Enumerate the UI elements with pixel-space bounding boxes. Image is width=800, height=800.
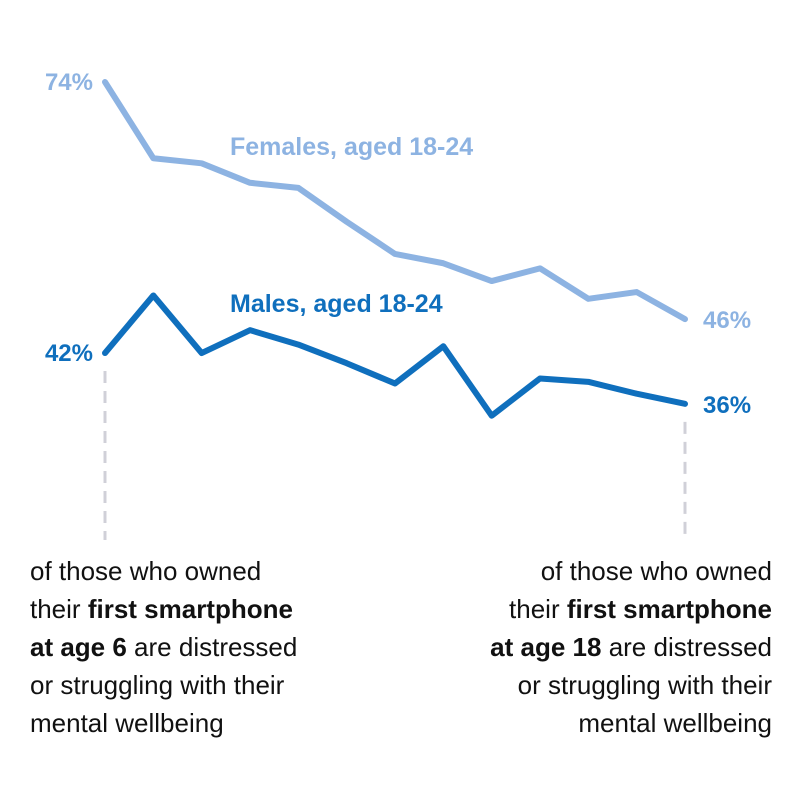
note-line: mental wellbeing [30,704,370,742]
note-text: or struggling with their [517,670,772,700]
note-emphasis: first smartphone [566,594,772,624]
note-line: or struggling with their [30,666,370,704]
note-line: at age 18 are distressed [412,628,772,666]
note-line: of those who owned [412,552,772,590]
note-text: mental wellbeing [30,708,224,738]
note-text: their [30,594,88,624]
note-emphasis: at age 6 [30,632,127,662]
female-series-line [102,79,688,323]
note-text: or struggling with their [30,670,285,700]
note-text: are distressed [126,632,298,662]
note-line: of those who owned [30,552,370,590]
note-text: of those who owned [30,556,262,586]
note-emphasis: first smartphone [87,594,293,624]
note-line: their first smartphone [412,590,772,628]
male-end-label: 36% [703,392,751,419]
note-text: their [509,594,567,624]
note-line: their first smartphone [30,590,370,628]
note-text: are distressed [601,632,772,662]
note-text: mental wellbeing [578,708,772,738]
note-line: or struggling with their [412,666,772,704]
note-age-18: of those who owned their first smartphone… [412,552,772,742]
note-text: of those who owned [540,556,772,586]
female-end-label: 46% [703,307,751,334]
note-line: mental wellbeing [412,704,772,742]
legend-label-females: Females, aged 18-24 [230,133,473,161]
female-start-label: 74% [45,69,93,96]
note-emphasis: at age 18 [490,632,602,662]
legend-label-males: Males, aged 18-24 [230,290,443,318]
note-line: at age 6 are distressed [30,628,370,666]
note-age-6: of those who owned their first smartphone… [30,552,370,742]
male-start-label: 42% [45,340,93,367]
